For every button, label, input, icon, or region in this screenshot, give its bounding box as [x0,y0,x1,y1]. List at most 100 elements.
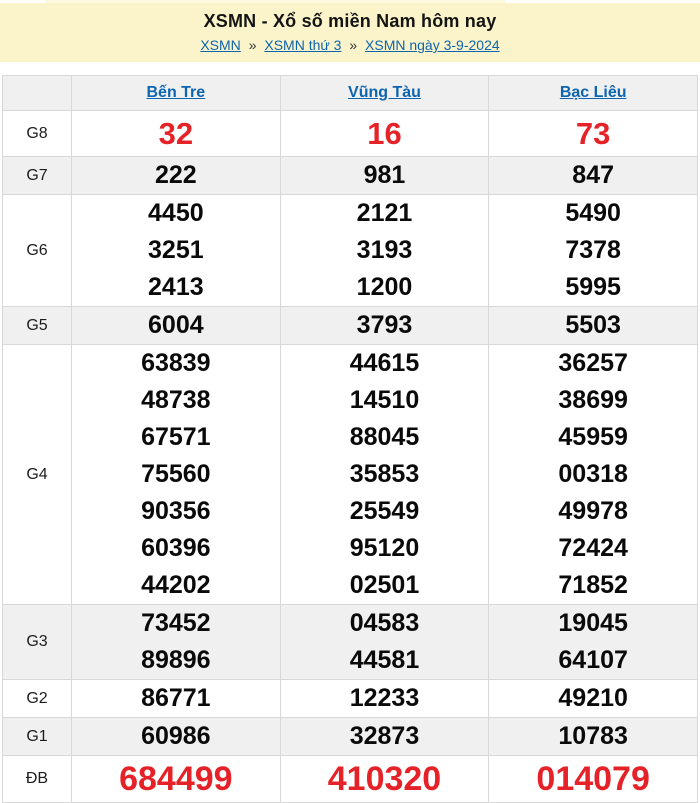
result-cell: 684499 [71,755,281,803]
result-number: 7378 [565,236,621,264]
result-number: 14510 [349,386,420,414]
result-cell: 222 [71,156,281,195]
result-number: 19045 [558,609,628,637]
result-number: 75560 [141,460,211,488]
result-cell: 12233 [279,679,490,718]
breadcrumb-link-xsmn[interactable]: XSMN [200,37,241,53]
prize-label: G1 [2,717,72,756]
result-cell: 410320 [279,755,490,803]
result-number: 73452 [141,609,211,637]
page-header: XSMN - Xổ số miền Nam hôm nay XSMN » XSM… [0,0,700,62]
prize-label: G2 [2,679,72,718]
result-number: 63839 [141,349,211,377]
prize-label: G8 [2,110,72,157]
result-number: 10783 [558,722,628,750]
result-number: 89896 [141,646,211,674]
table-row: G8 32 16 73 [2,110,698,157]
result-cell: 981 [279,156,490,195]
result-number: 48738 [141,386,211,414]
page-title: XSMN - Xổ số miền Nam hôm nay [203,11,497,31]
prize-label: G3 [2,604,72,680]
result-number: 35853 [349,460,420,488]
prize-label: G5 [2,306,72,345]
result-cell: 32873 [279,717,490,756]
table-head: Bến Tre Vũng Tàu Bạc Liêu [2,75,698,111]
column-header-bac-lieu: Bạc Liêu [488,75,698,111]
result-number: 67571 [141,423,211,451]
result-cell: 6004 [71,306,281,345]
result-number: 32873 [349,722,420,750]
result-number: 25549 [349,497,420,525]
result-number: 5490 [565,199,621,227]
top-edge-strip [45,0,505,3]
result-number: 44615 [349,349,420,377]
result-cell: 04583 44581 [279,604,490,680]
result-number: 02501 [349,571,420,599]
prize-label: G4 [2,344,72,605]
result-number: 410320 [327,760,442,798]
result-number: 44581 [349,646,420,674]
result-number: 014079 [536,760,650,798]
result-cell: 2121 3193 1200 [279,194,490,307]
result-cell: 44615 14510 88045 35853 25549 95120 02501 [279,344,490,605]
result-cell: 5490 7378 5995 [488,194,698,307]
result-number: 3193 [356,236,413,264]
table-body: G8 32 16 73 G7 222 981 847 G6 4450 3251 2413 21… [2,110,698,803]
prize-label: ĐB [2,755,72,803]
province-link-vung-tau[interactable]: Vũng Tàu [348,84,421,101]
result-cell: 32 [71,110,281,157]
result-cell: 4450 3251 2413 [71,194,281,307]
result-number: 5995 [565,273,621,301]
result-cell: 60986 [71,717,281,756]
result-number: 88045 [349,423,420,451]
result-number: 5503 [565,311,621,339]
result-number: 2121 [356,199,413,227]
result-number: 3251 [148,236,204,264]
table-row: ĐB 684499 410320 014079 [2,755,698,803]
result-number: 00318 [558,460,628,488]
table-row: G3 73452 89896 04583 44581 19045 64107 [2,604,698,680]
table-row: G5 6004 3793 5503 [2,306,698,345]
column-header-ben-tre: Bến Tre [71,75,281,111]
result-number: 71852 [558,571,628,599]
breadcrumb-link-xsmn-thu-3[interactable]: XSMN thứ 3 [264,37,342,53]
result-number: 36257 [558,349,628,377]
table-row: G6 4450 3251 2413 2121 3193 1200 5490 7378 5995 [2,194,698,307]
table-row: G2 86771 12233 49210 [2,679,698,718]
result-number: 38699 [558,386,628,414]
result-number: 73 [575,116,611,151]
prize-column-header [2,75,72,111]
prize-label: G6 [2,194,72,307]
breadcrumb-separator: » [248,37,257,53]
table-row: G4 63839 48738 67571 75560 90356 60396 44202 44… [2,344,698,605]
result-number: 49210 [558,684,628,712]
result-number: 60986 [141,722,211,750]
result-number: 4450 [148,199,204,227]
breadcrumb-link-xsmn-date[interactable]: XSMN ngày 3-9-2024 [365,37,500,53]
result-number: 32 [158,116,194,151]
result-number: 981 [363,161,406,189]
result-number: 6004 [148,311,204,339]
result-number: 684499 [119,760,233,798]
table-row: G1 60986 32873 10783 [2,717,698,756]
result-number: 86771 [141,684,211,712]
breadcrumb: XSMN » XSMN thứ 3 » XSMN ngày 3-9-2024 [0,37,700,53]
result-cell: 5503 [488,306,698,345]
result-cell: 36257 38699 45959 00318 49978 72424 71852 [488,344,698,605]
province-link-ben-tre[interactable]: Bến Tre [146,84,206,101]
result-number: 64107 [558,646,628,674]
top-right-corner [505,0,700,3]
result-cell: 10783 [488,717,698,756]
result-number: 1200 [356,273,413,301]
result-cell: 73 [488,110,698,157]
result-number: 2413 [148,273,204,301]
result-number: 60396 [141,534,211,562]
result-cell: 19045 64107 [488,604,698,680]
header-row: Bến Tre Vũng Tàu Bạc Liêu [2,75,698,111]
result-number: 90356 [141,497,211,525]
result-number: 95120 [349,534,420,562]
result-number: 04583 [349,609,420,637]
province-link-bac-lieu[interactable]: Bạc Liêu [559,84,627,101]
column-header-vung-tau: Vũng Tàu [279,75,490,111]
